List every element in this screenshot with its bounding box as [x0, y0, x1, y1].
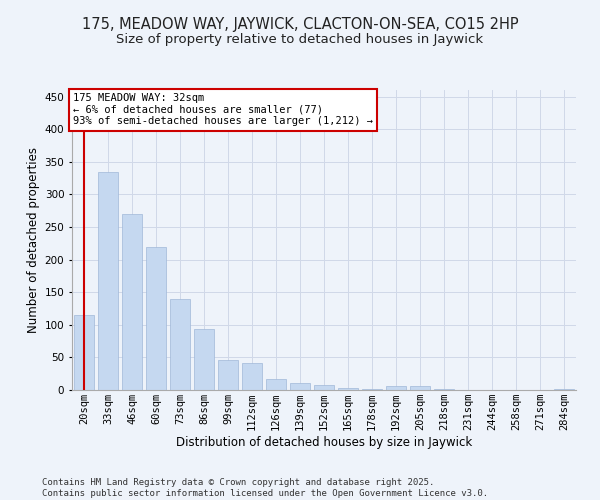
Text: Size of property relative to detached houses in Jaywick: Size of property relative to detached ho…: [116, 32, 484, 46]
Bar: [290, 384, 310, 390]
Text: Contains HM Land Registry data © Crown copyright and database right 2025.
Contai: Contains HM Land Registry data © Crown c…: [42, 478, 488, 498]
Bar: [194, 328, 214, 390]
Bar: [218, 360, 238, 390]
Bar: [314, 386, 334, 390]
Bar: [98, 172, 118, 390]
Bar: [386, 386, 406, 390]
Text: 175 MEADOW WAY: 32sqm
← 6% of detached houses are smaller (77)
93% of semi-detac: 175 MEADOW WAY: 32sqm ← 6% of detached h…: [73, 94, 373, 126]
Bar: [266, 379, 286, 390]
Bar: [410, 386, 430, 390]
Bar: [554, 388, 574, 390]
Y-axis label: Number of detached properties: Number of detached properties: [28, 147, 40, 333]
Bar: [170, 298, 190, 390]
Text: 175, MEADOW WAY, JAYWICK, CLACTON-ON-SEA, CO15 2HP: 175, MEADOW WAY, JAYWICK, CLACTON-ON-SEA…: [82, 18, 518, 32]
Bar: [338, 388, 358, 390]
Bar: [122, 214, 142, 390]
Bar: [242, 364, 262, 390]
Bar: [74, 315, 94, 390]
X-axis label: Distribution of detached houses by size in Jaywick: Distribution of detached houses by size …: [176, 436, 472, 449]
Bar: [146, 246, 166, 390]
